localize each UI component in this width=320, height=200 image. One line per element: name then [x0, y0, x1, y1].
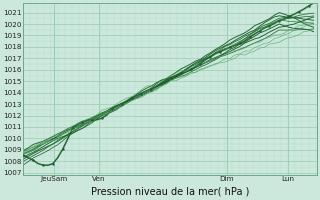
X-axis label: Pression niveau de la mer( hPa ): Pression niveau de la mer( hPa ) — [91, 187, 249, 197]
